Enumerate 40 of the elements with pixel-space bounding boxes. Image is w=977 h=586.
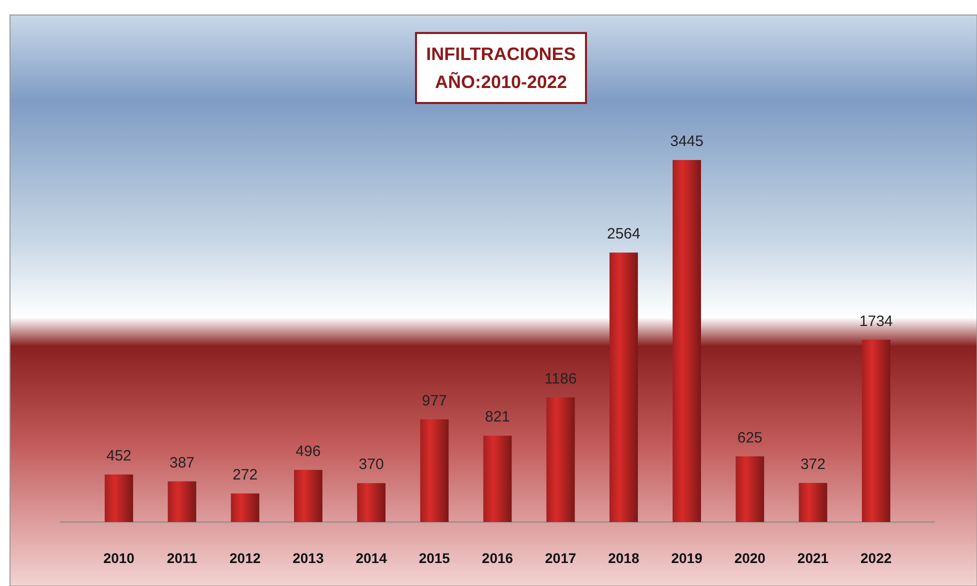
bar [862,340,890,522]
bar [736,456,764,522]
data-label: 3445 [670,133,704,150]
bar [672,160,701,522]
data-label: 1186 [544,370,577,388]
x-tick-label: 2016 [482,550,514,566]
data-label: 977 [422,392,447,410]
data-label: 2564 [607,226,640,243]
bar [294,470,322,522]
bar [546,397,575,522]
x-tick-label: 2017 [545,550,576,566]
bar [483,436,512,522]
x-tick-label: 2014 [356,550,388,566]
bar [357,483,386,522]
x-tick-label: 2010 [103,550,135,566]
data-label: 387 [169,454,195,472]
data-label: 496 [296,442,321,460]
bar [168,481,196,522]
x-tick-label: 2019 [671,550,703,566]
x-tick-label: 2012 [230,550,261,566]
x-tick-label: 2015 [418,550,450,566]
x-tick-label: 2018 [608,550,640,566]
data-label: 370 [358,456,384,474]
data-label: 625 [737,429,762,446]
x-tick-label: 2022 [860,550,892,566]
bar [420,419,449,522]
bar [230,493,260,522]
x-tick-label: 2013 [292,550,324,566]
bar [610,252,638,522]
x-tick-label: 2020 [734,550,766,566]
data-label: 821 [484,408,510,426]
data-label: 452 [106,448,132,465]
x-tick-label: 2011 [166,550,198,566]
data-label: 272 [232,466,258,484]
bar [104,474,134,522]
data-label: 1734 [859,312,893,330]
chart-title: INFILTRACIONES AÑO:2010-2022 [426,44,576,92]
bar [798,482,828,522]
data-label: 372 [800,456,826,473]
x-tick-label: 2021 [797,550,829,566]
